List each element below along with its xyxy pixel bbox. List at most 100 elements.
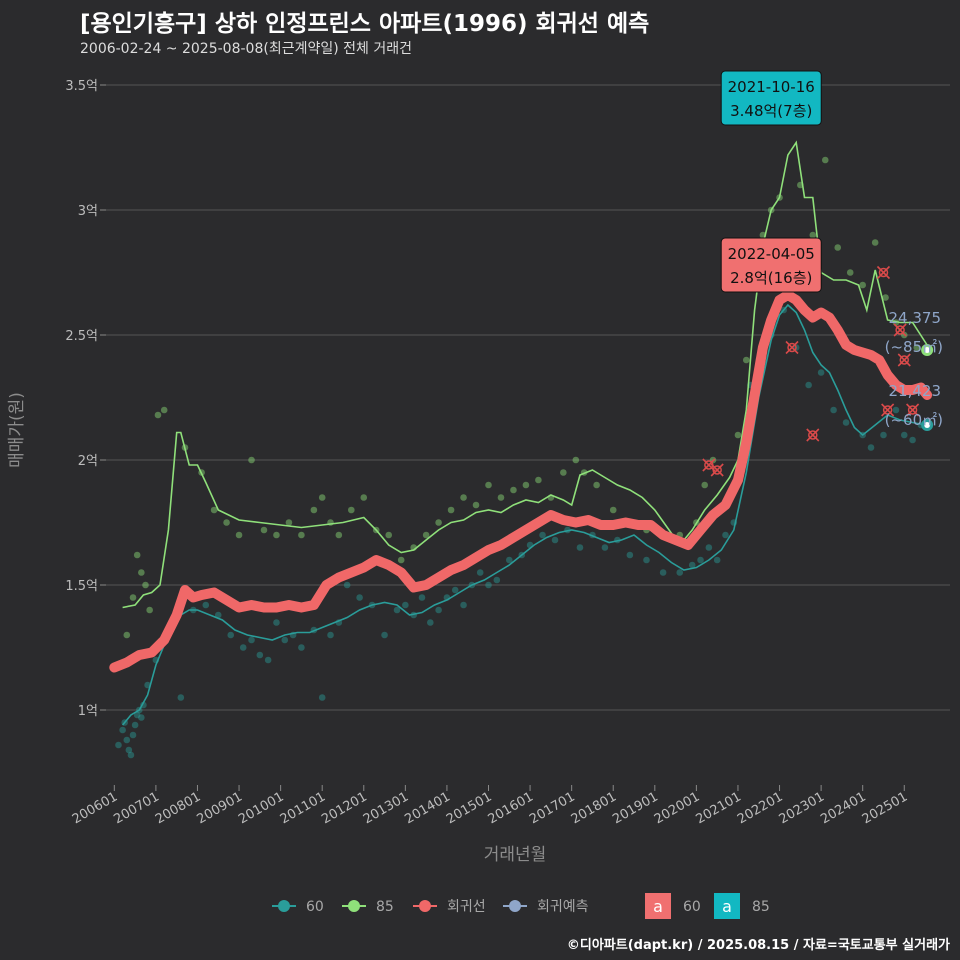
scatter-point-85 <box>593 481 600 489</box>
scatter-point-85 <box>560 469 567 476</box>
x-tick-label: 202201 <box>735 789 785 827</box>
x-axis-title: 거래년월 <box>484 845 547 865</box>
scatter-point-60 <box>460 601 467 609</box>
legend-box-glyph: a <box>722 897 732 916</box>
scatter-point-85 <box>913 344 921 351</box>
scatter-point-60 <box>239 644 247 651</box>
scatter-point-60 <box>659 569 667 576</box>
x-tick-label: 201101 <box>278 789 328 827</box>
legend-label: 60 <box>306 899 324 915</box>
outlier-ring <box>787 342 797 353</box>
scatter-point-60 <box>505 556 513 564</box>
scatter-point-85 <box>435 519 442 526</box>
scatter-point-85 <box>223 519 230 526</box>
scatter-point-85 <box>734 431 742 439</box>
scatter-point-60 <box>119 726 126 734</box>
scatter-point-85 <box>460 494 467 501</box>
scatter-point-85 <box>871 239 879 246</box>
outlier-cross <box>710 463 724 477</box>
legend-swatch-dot <box>509 900 521 912</box>
legend-swatch-dot <box>419 900 431 912</box>
y-axis-ticks: 1억 1.5억 2억 2.5억 3억 3.5억 <box>65 79 106 719</box>
x-tick-label: 201401 <box>402 789 452 827</box>
x-tick-label: 201201 <box>319 789 369 827</box>
legend-label: 회귀예측 <box>537 899 589 915</box>
scatter-point-60 <box>805 381 812 389</box>
scatter-point-85 <box>485 481 492 489</box>
outlier-ring <box>878 267 889 278</box>
scatter-point-60 <box>435 606 442 614</box>
outlier-ring <box>895 325 905 335</box>
scatter-point-60 <box>688 561 696 569</box>
legend-box-label: 85 <box>752 899 770 915</box>
scatter-point-60 <box>393 606 401 614</box>
legend-box-label: 60 <box>683 899 701 915</box>
scatter-point-85 <box>882 294 889 301</box>
scatter-point-60 <box>900 431 908 439</box>
scatter-point-60 <box>697 556 704 564</box>
x-tick-label: 201801 <box>569 789 619 827</box>
scatter-point-60 <box>418 594 426 601</box>
annotation-box <box>720 237 822 293</box>
scatter-point-85 <box>821 156 829 164</box>
outlier-cross <box>806 428 820 442</box>
scatter-point-60 <box>129 731 137 739</box>
scatter-point-60 <box>643 556 650 564</box>
scatter-point-85 <box>385 531 393 539</box>
scatter-point-60 <box>381 631 388 639</box>
scatter-point-60 <box>256 651 264 659</box>
scatter-point-85 <box>273 531 280 539</box>
scatter-point-85 <box>360 494 368 501</box>
x-tick-label: 202301 <box>777 789 827 827</box>
annotation-value: 2.8억(16층) <box>730 269 812 287</box>
scatter-point-60 <box>402 601 409 609</box>
x-tick-label: 202001 <box>652 789 702 827</box>
legend-swatch-dot <box>278 900 290 912</box>
outlier-ring <box>899 355 910 365</box>
scatter-point-85 <box>472 501 480 509</box>
legend-box-glyph: a <box>653 897 663 916</box>
y-tick-label: 3억 <box>78 204 98 219</box>
outlier-cross <box>906 403 920 417</box>
scatter-point-85 <box>742 356 750 364</box>
scatter-point-85 <box>535 476 542 484</box>
scatter-point-85 <box>572 456 580 464</box>
scatter-point-60 <box>451 586 459 594</box>
outlier-ring <box>882 405 893 415</box>
scatter-point-60 <box>127 751 135 759</box>
x-tick-label: 200701 <box>111 789 161 827</box>
scatter-point-85 <box>397 556 405 564</box>
scatter-point-60 <box>551 536 559 544</box>
annotation-value: 3.48억(7층) <box>730 102 812 120</box>
x-tick-label: 202101 <box>693 789 743 827</box>
annotation-date: 2021-10-16 <box>728 78 815 96</box>
y-tick-label: 3.5억 <box>65 79 98 94</box>
scatter-point-60 <box>576 544 584 551</box>
scatter-point-60 <box>248 636 255 644</box>
outlier-cross <box>785 340 799 355</box>
scatter-point-60 <box>713 556 721 564</box>
scatter-point-85 <box>154 411 162 419</box>
scatter-point-60 <box>356 594 363 601</box>
y-tick-label: 2.5억 <box>65 329 98 344</box>
scatter-point-60 <box>177 694 185 701</box>
outlier-cross <box>893 323 907 337</box>
outlier-ring <box>808 430 818 440</box>
x-axis-ticks: 2006012007012008012009012010012011012012… <box>70 785 910 827</box>
y-tick-label: 2억 <box>78 454 98 469</box>
chart-subtitle: 2006-02-24 ~ 2025-08-08(최근계약일) 전체 거래건 <box>80 41 412 57</box>
scatter-point-60 <box>123 736 131 744</box>
annotation-box <box>720 70 822 126</box>
scatter-point-85 <box>146 606 153 614</box>
y-tick-label: 1억 <box>78 704 98 719</box>
scatter-point-60 <box>131 721 139 729</box>
annotation-date: 2022-04-05 <box>728 245 815 263</box>
scatter-point-60 <box>426 619 434 626</box>
side-label-value: 24,375 <box>889 309 942 327</box>
scatter-point-60 <box>493 576 501 584</box>
scatter-point-85 <box>123 631 131 639</box>
scatter-point-60 <box>705 544 713 551</box>
scatter-point-85 <box>510 486 517 494</box>
scatter-point-60 <box>115 741 122 749</box>
